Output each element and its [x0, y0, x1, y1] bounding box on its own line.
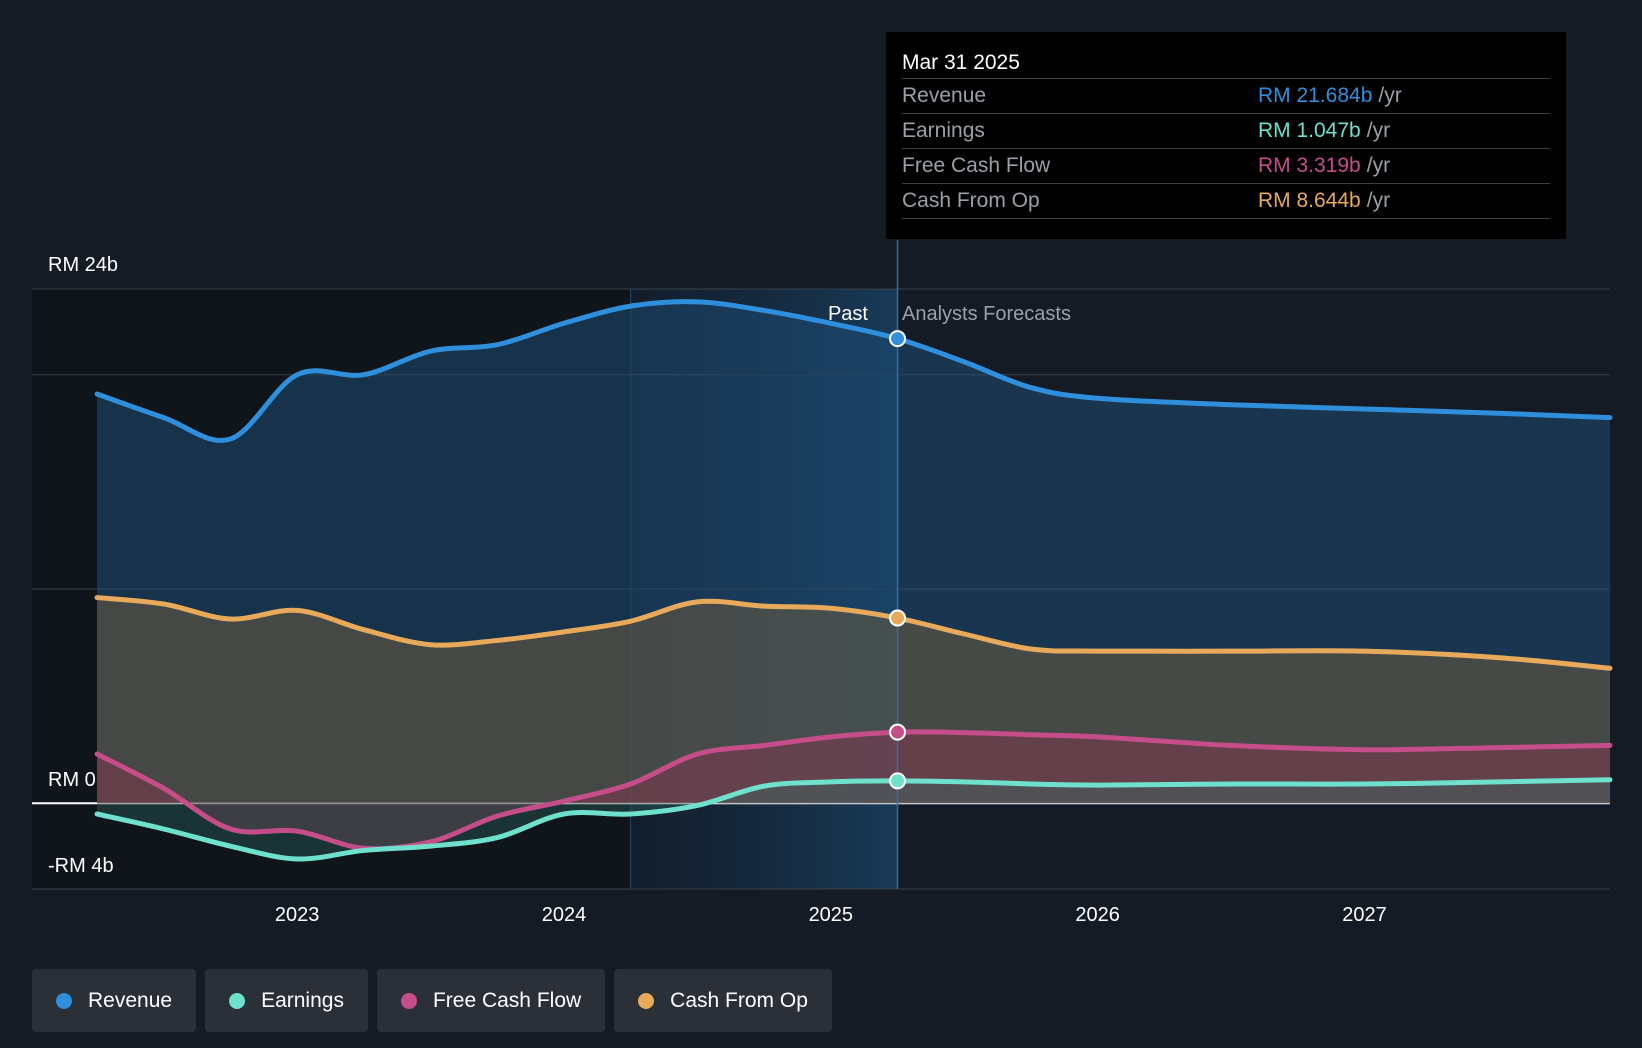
hover-points — [889, 330, 907, 790]
x-tick-label: 2026 — [1075, 904, 1120, 926]
tooltip-row-value: RM 8.644b — [1258, 189, 1361, 212]
legend-dot-icon — [229, 992, 246, 1009]
hover-point-cash-from-op — [889, 609, 907, 627]
series-areas — [97, 301, 1610, 860]
tooltip-row-name: Free Cash Flow — [902, 154, 1051, 177]
legend-dot-icon — [638, 992, 655, 1009]
tooltip-row-value: RM 21.684b — [1258, 84, 1373, 107]
legend-item-revenue[interactable]: Revenue — [32, 969, 197, 1032]
legend-dot-icon — [56, 992, 72, 1009]
legend: Revenue Earnings Free Cash Flow Cash Fro… — [32, 969, 832, 1032]
legend-label: Revenue — [88, 988, 173, 1012]
legend-item-earnings[interactable]: Earnings — [205, 969, 368, 1032]
tooltip-row-earnings: Earnings RM 1.047b /yr — [902, 114, 1550, 149]
x-tick-label: 2027 — [1342, 904, 1387, 926]
series-line-revenue — [94, 299, 1613, 443]
tooltip-row-unit: /yr — [1378, 84, 1402, 107]
tooltip-row-unit: /yr — [1366, 119, 1391, 142]
hover-point-free-cash-flow — [889, 723, 907, 741]
legend-label: Free Cash Flow — [432, 988, 582, 1012]
tooltip-row-unit: /yr — [1366, 154, 1391, 177]
tooltip-row-name: Cash From Op — [902, 189, 1040, 212]
legend-item-free-cash-flow[interactable]: Free Cash Flow — [376, 969, 606, 1032]
series-line-cash-from-op — [94, 595, 1613, 671]
y-axis-bottom-label: -RM 4b — [48, 855, 114, 877]
axis-labels: RM 24b RM 0 -RM 4b Past Analysts Forecas… — [48, 254, 1071, 877]
x-tick-label: 2023 — [275, 904, 320, 926]
tooltip-row-value: RM 3.319b — [1258, 154, 1361, 177]
tooltip-row-free-cash-flow: Free Cash Flow RM 3.319b /yr — [902, 149, 1550, 184]
tooltip-panel: Mar 31 2025 Revenue RM 21.684b /yr Earni… — [886, 32, 1566, 239]
forecast-label: Analysts Forecasts — [902, 303, 1071, 325]
legend-label: Cash From Op — [670, 988, 808, 1012]
tooltip-row-name: Earnings — [902, 119, 985, 142]
tooltip-row-cash-from-op: Cash From Op RM 8.644b /yr — [902, 184, 1550, 219]
series-line-free-cash-flow — [94, 729, 1613, 852]
legend-item-cash-from-op[interactable]: Cash From Op — [614, 969, 832, 1032]
tooltip-row-unit: /yr — [1366, 189, 1391, 212]
series-line-earnings — [94, 777, 1613, 862]
series-area-free-cash-flow — [97, 731, 1610, 849]
y-axis-top-label: RM 24b — [48, 254, 118, 276]
series-area-cash-from-op — [97, 597, 1610, 804]
legend-dot-icon — [400, 992, 417, 1009]
tooltip-date: Mar 31 2025 — [902, 48, 1550, 79]
past-label: Past — [828, 303, 868, 325]
tooltip-row-name: Revenue — [902, 84, 987, 107]
hover-point-revenue — [889, 330, 907, 348]
x-tick-label: 2024 — [542, 904, 587, 926]
x-tick-label: 2025 — [809, 904, 854, 926]
tooltip-row-revenue: Revenue RM 21.684b /yr — [902, 79, 1550, 114]
x-axis-ticks: 2023 2024 2025 2026 2027 — [275, 904, 1387, 926]
y-axis-zero-label: RM 0 — [48, 769, 96, 791]
tooltip-row-value: RM 1.047b — [1258, 119, 1361, 142]
legend-label: Earnings — [261, 988, 344, 1012]
hover-point-earnings — [889, 772, 907, 790]
